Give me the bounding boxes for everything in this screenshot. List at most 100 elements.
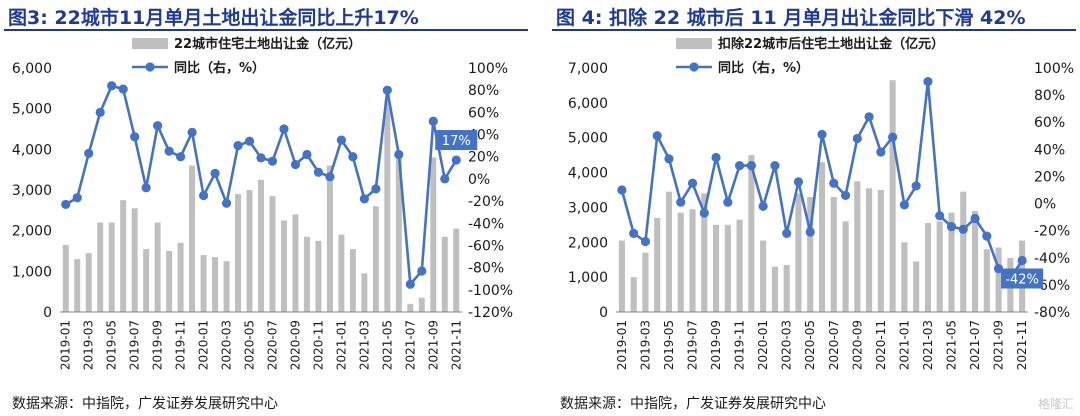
line-point <box>629 228 639 238</box>
x-tick-label: 2021-01 <box>897 320 911 370</box>
line-point <box>840 190 851 201</box>
y-right-tick-label: 0% <box>468 172 490 188</box>
y-right-tick-label: -100% <box>468 283 513 299</box>
line-point <box>256 153 266 163</box>
line-point <box>723 197 733 207</box>
line-point <box>382 85 392 95</box>
x-tick-label: 2020-03 <box>220 320 234 370</box>
x-tick-label: 2019-09 <box>709 320 723 370</box>
x-tick-label: 2021-05 <box>380 320 394 370</box>
line-point <box>993 264 1004 274</box>
bar <box>712 224 720 312</box>
line-point <box>279 124 289 134</box>
chart-title: 图 4: 扣除 22 城市后 11 月单月出让金同比下滑 42% <box>556 7 1026 29</box>
bar <box>441 236 448 312</box>
line-point <box>664 154 674 164</box>
bar <box>960 191 967 312</box>
bar <box>303 236 310 312</box>
bar <box>677 212 684 312</box>
line-point <box>221 198 232 208</box>
callout-label: -42% <box>1005 272 1039 287</box>
bar <box>924 223 932 312</box>
line-point <box>164 146 174 156</box>
line-point <box>617 185 627 195</box>
bar <box>936 221 943 312</box>
x-tick-label: 2021-03 <box>921 320 935 370</box>
bar <box>995 247 1002 312</box>
y-right-tick-label: -80% <box>468 261 504 277</box>
bar <box>724 224 731 312</box>
bar <box>120 200 127 312</box>
bar <box>642 252 649 312</box>
bar <box>108 222 115 312</box>
line-point <box>359 194 369 204</box>
line-point <box>982 231 992 241</box>
line-point <box>793 177 804 187</box>
bar <box>212 257 219 312</box>
y-right-tick-label: -40% <box>1034 251 1070 267</box>
x-tick-label: 2020-05 <box>243 320 257 370</box>
x-tick-label: 2020-05 <box>803 320 817 370</box>
y-left-tick-label: 1,000 <box>12 264 52 280</box>
line-point <box>758 201 768 211</box>
x-tick-label: 2019-03 <box>82 320 96 370</box>
bar <box>177 242 184 312</box>
bar <box>418 297 425 312</box>
chart-svg-excluding-22-cities: 0 1,000 2,000 3,000 4,000 5,000 6,000 7,000 -80%… <box>568 36 1074 370</box>
line-point <box>153 121 163 131</box>
bar <box>407 303 414 312</box>
line-point <box>911 181 921 191</box>
line-point <box>198 190 209 201</box>
bar <box>760 240 767 312</box>
bar <box>630 277 637 312</box>
x-tick-label: 2019-07 <box>128 320 142 370</box>
line-point <box>61 199 71 210</box>
x-tick-label: 2019-03 <box>638 320 652 370</box>
bar <box>877 190 884 312</box>
y-left-tick-label: 0 <box>43 305 52 321</box>
x-tick-label: 2021-07 <box>968 320 982 370</box>
chart-panel-excluding-22-cities: 图 4: 扣除 22 城市后 11 月单月出让金同比下滑 42% 0 1,000 2… <box>548 0 1080 416</box>
bar <box>74 259 81 312</box>
bar <box>235 194 242 312</box>
bar <box>771 266 778 312</box>
line-point <box>958 224 968 234</box>
bar <box>818 162 826 312</box>
bar <box>948 212 955 312</box>
x-tick-label: 2019-11 <box>174 320 188 370</box>
line-point <box>440 174 450 184</box>
x-tick-label: 2020-01 <box>756 320 770 370</box>
line-point <box>746 161 756 171</box>
bar <box>62 244 69 312</box>
bar <box>795 193 802 312</box>
y-right-tick-label: 60% <box>1034 115 1065 131</box>
x-tick-label: 2021-11 <box>449 320 463 370</box>
y-right-tick-label: 0% <box>1034 197 1056 213</box>
legend-label: 22城市住宅土地出让金（亿元） <box>174 36 361 52</box>
bar <box>866 188 873 312</box>
line-point <box>735 161 745 171</box>
line-point <box>313 167 324 177</box>
line-point <box>805 227 815 237</box>
legend-line-marker <box>689 62 699 72</box>
legend-bar-swatch <box>676 38 712 49</box>
callout-box <box>435 130 478 151</box>
y-left-tick-label: 3,000 <box>568 200 608 216</box>
line-point <box>141 183 151 193</box>
line-point <box>829 178 839 188</box>
x-tick-label: 2021-09 <box>992 320 1006 370</box>
bar <box>618 240 625 312</box>
bar <box>807 196 814 312</box>
y-left-tick-label: 5,000 <box>12 102 52 118</box>
y-right-tick-label: 40% <box>1034 142 1065 158</box>
y-right-tick-label: -40% <box>468 216 504 232</box>
bar <box>326 165 333 312</box>
bar <box>223 261 230 312</box>
line-point <box>699 208 709 218</box>
bar <box>280 220 287 312</box>
y-right-tick-label: 20% <box>468 150 499 166</box>
callout-label: 17% <box>442 134 471 149</box>
watermark-logo: 格隆汇 <box>1037 397 1074 411</box>
y-right-tick-label: 100% <box>1034 61 1074 77</box>
legend-line-marker <box>145 62 155 72</box>
